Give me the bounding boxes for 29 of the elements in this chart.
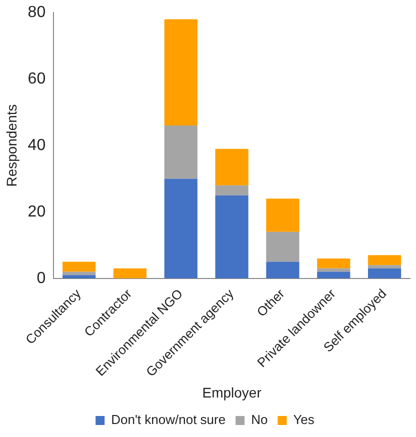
- y-tick-label: 0: [36, 270, 46, 287]
- bar: [164, 19, 198, 126]
- legend-label: Don't know/not sure: [111, 412, 226, 428]
- bar: [215, 195, 248, 278]
- y-tick-label: 60: [28, 70, 46, 88]
- bar: [317, 258, 350, 268]
- bar: [368, 255, 402, 266]
- y-tick-label: 40: [28, 136, 46, 154]
- bar: [215, 148, 248, 186]
- bar: [164, 178, 198, 278]
- y-tick-label: 20: [28, 203, 46, 220]
- legend-label: Yes: [293, 412, 315, 428]
- bar: [62, 262, 96, 272]
- bar: [266, 232, 300, 262]
- x-axis-title: Employer: [202, 384, 262, 400]
- bar: [368, 265, 402, 268]
- y-tick-label: 80: [28, 4, 46, 22]
- bar: [215, 185, 248, 196]
- bar: [266, 262, 300, 278]
- y-axis-title: Respondents: [3, 104, 20, 187]
- bar: [368, 268, 402, 278]
- bar: [113, 268, 147, 278]
- bar: [62, 275, 96, 278]
- bar: [164, 126, 198, 179]
- bar: [317, 272, 350, 278]
- legend-label: No: [251, 412, 268, 428]
- bar: [266, 198, 300, 232]
- bar: [317, 268, 350, 272]
- bar: [62, 272, 96, 276]
